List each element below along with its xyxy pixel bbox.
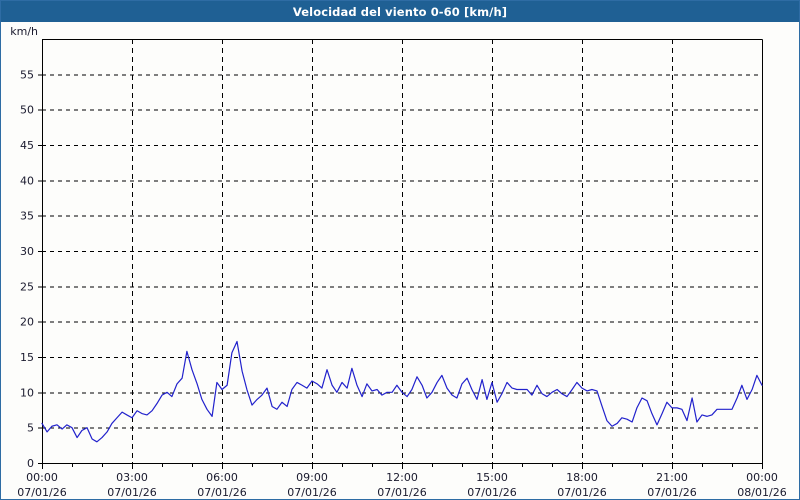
x-axis-date-label-8: 08/01/26	[737, 486, 786, 499]
y-axis-label-35: 35	[20, 210, 34, 223]
y-axis-label-15: 15	[20, 351, 34, 364]
x-axis-time-label-2: 06:00	[206, 471, 238, 484]
y-axis-label-10: 10	[20, 386, 34, 399]
wind-speed-series-line	[41, 340, 763, 443]
x-axis-date-label-6: 07/01/26	[557, 486, 606, 499]
y-axis-label-0: 0	[27, 457, 34, 470]
x-axis-time-label-5: 15:00	[476, 471, 508, 484]
x-axis-time-label-7: 21:00	[656, 471, 688, 484]
chart-plot-area: 0 5 10 15 20 25 30 35 40 45 50 55 00:00 07/01/26 03:0…	[1, 22, 799, 499]
x-axis-date-label-5: 07/01/26	[467, 486, 516, 499]
y-axis-label-40: 40	[20, 174, 34, 187]
x-axis-labels: 00:00 07/01/26 03:00 07/01/26 06:00 07/01/26 0…	[17, 471, 786, 499]
x-axis-time-label-3: 09:00	[296, 471, 328, 484]
x-axis-date-label-0: 07/01/26	[17, 486, 66, 499]
y-axis-unit-label: km/h	[10, 25, 38, 38]
x-axis-time-label-8: 00:00	[746, 471, 778, 484]
x-axis-date-label-4: 07/01/26	[377, 486, 426, 499]
chart-background	[1, 22, 799, 499]
x-axis-date-label-1: 07/01/26	[107, 486, 156, 499]
y-axis-label-20: 20	[20, 316, 34, 329]
y-axis-labels: 0 5 10 15 20 25 30 35 40 45 50 55	[20, 68, 34, 470]
window-title: Velocidad del viento 0-60 [km/h]	[292, 4, 508, 19]
x-axis-date-label-7: 07/01/26	[647, 486, 696, 499]
x-axis-time-label-0: 00:00	[26, 471, 58, 484]
y-axis-label-5: 5	[27, 422, 34, 435]
y-axis-label-30: 30	[20, 245, 34, 258]
wind-speed-line-chart: 0 5 10 15 20 25 30 35 40 45 50 55 00:00 07/01/26 03:0…	[1, 22, 799, 499]
y-axis-label-50: 50	[20, 104, 34, 117]
y-axis-label-25: 25	[20, 280, 34, 293]
x-axis-date-label-2: 07/01/26	[197, 486, 246, 499]
x-axis-date-label-3: 07/01/26	[287, 486, 336, 499]
window-titlebar: Velocidad del viento 0-60 [km/h]	[1, 1, 799, 22]
y-axis-label-55: 55	[20, 68, 34, 81]
x-axis-time-label-6: 18:00	[566, 471, 598, 484]
x-axis-time-label-1: 03:00	[116, 471, 148, 484]
x-axis-time-label-4: 12:00	[386, 471, 418, 484]
y-axis-label-45: 45	[20, 139, 34, 152]
